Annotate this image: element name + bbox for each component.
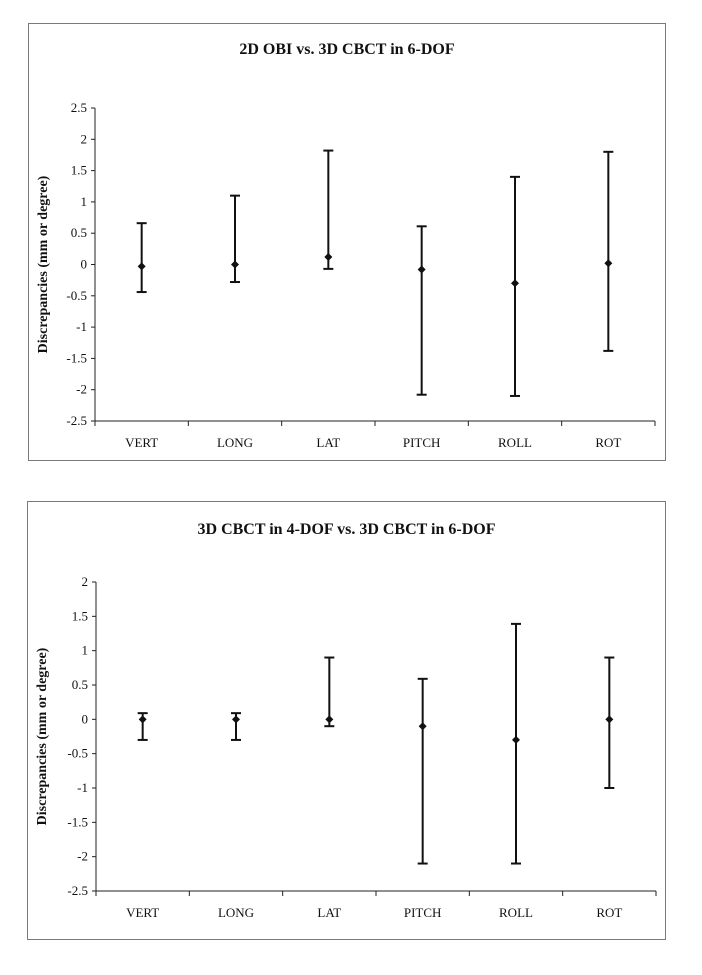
data-point: [417, 265, 426, 274]
data-point: [511, 279, 519, 288]
y-tick-label: 0: [81, 257, 88, 272]
y-tick-label: 1: [82, 643, 89, 658]
x-tick-label: PITCH: [404, 905, 442, 920]
y-tick-label: -2.5: [67, 883, 88, 898]
x-tick-label: ROT: [595, 435, 621, 450]
x-tick-label: ROLL: [498, 435, 532, 450]
y-tick-label: -1.5: [67, 814, 88, 829]
y-tick-label: 0.5: [71, 225, 87, 240]
x-tick-label: VERT: [126, 905, 159, 920]
y-tick-label: 1: [81, 194, 88, 209]
y-tick-label: 0.5: [72, 677, 88, 692]
y-tick-label: -2.5: [66, 413, 87, 428]
y-axis-title: Discrepancies (mm or degree): [35, 647, 50, 825]
data-point: [325, 715, 334, 724]
chart-panel-1: 2D OBI vs. 3D CBCT in 6-DOF 2.5 2 1.5 1 0.5 0…: [28, 23, 666, 461]
x-tick-label: ROLL: [499, 905, 533, 920]
y-tick-label: 2: [82, 574, 89, 589]
y-tick-label: 0: [82, 711, 89, 726]
data-point: [605, 715, 614, 724]
data-point: [418, 722, 427, 731]
x-tick-label: LONG: [218, 905, 254, 920]
chart-panel-2: 3D CBCT in 4-DOF vs. 3D CBCT in 6-DOF 2 1…: [27, 501, 666, 940]
x-tick-label: PITCH: [403, 435, 441, 450]
y-tick-label: 2.5: [71, 100, 87, 115]
y-tick-label: 1.5: [72, 608, 88, 623]
data-point: [324, 252, 333, 261]
y-tick-label: -1.5: [66, 350, 87, 365]
chart-title: 2D OBI vs. 3D CBCT in 6-DOF: [239, 41, 455, 58]
y-axis-title: Discrepancies (mm or degree): [36, 175, 51, 353]
chart-2-plot: 2 1.5 1 0.5 0 -0.5 -1 -1.5 -2 -2.5 VERT LONG LAT PITC…: [35, 574, 657, 920]
y-tick-label: -1: [76, 319, 87, 334]
data-point: [232, 715, 240, 724]
data-point: [137, 262, 146, 271]
data-point: [138, 715, 147, 724]
x-tick-label: ROT: [596, 905, 622, 920]
y-tick-label: 2: [81, 131, 88, 146]
data-point: [231, 260, 239, 269]
x-tick-label: VERT: [125, 435, 158, 450]
y-tick-label: -2: [76, 382, 87, 397]
data-point: [604, 259, 613, 268]
x-tick-label: LAT: [316, 435, 340, 450]
chart-title: 3D CBCT in 4-DOF vs. 3D CBCT in 6-DOF: [197, 521, 496, 538]
chart-1-plot: 2.5 2 1.5 1 0.5 0 -0.5 -1 -1.5 -2 -2.5 VERT LONG LAT P…: [36, 100, 656, 450]
y-tick-label: -0.5: [67, 746, 88, 761]
y-tick-label: -0.5: [66, 288, 87, 303]
x-tick-label: LONG: [217, 435, 253, 450]
y-tick-label: -1: [77, 780, 88, 795]
y-tick-label: 1.5: [71, 163, 87, 178]
x-tick-label: LAT: [317, 905, 341, 920]
y-tick-label: -2: [77, 849, 88, 864]
data-point: [512, 735, 520, 744]
